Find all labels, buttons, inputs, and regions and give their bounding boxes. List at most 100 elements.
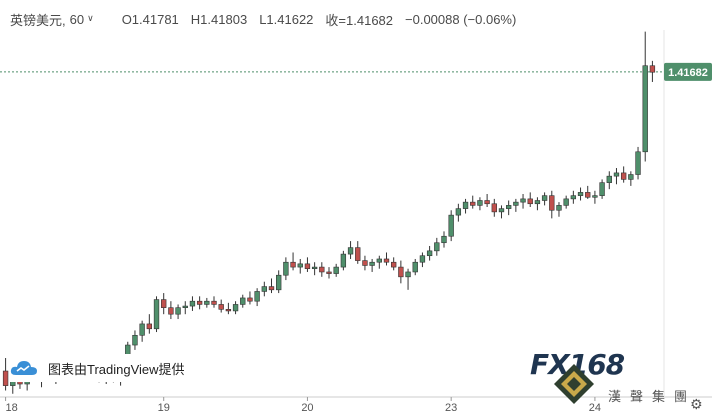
- watermark-diamond-icon: [554, 364, 594, 404]
- last-price-tag-label: 1.41682: [668, 67, 708, 79]
- candle-body[interactable]: [412, 261, 418, 273]
- high-value: H1.41803: [190, 11, 248, 27]
- open-value: O1.41781: [121, 11, 179, 27]
- attribution-text: 图表由TradingView提供: [48, 361, 185, 377]
- candle-body[interactable]: [2, 370, 9, 386]
- x-tick-label: 19: [158, 402, 170, 413]
- candle-body[interactable]: [139, 323, 145, 336]
- candle-body[interactable]: [333, 266, 339, 274]
- candle-body[interactable]: [635, 151, 641, 175]
- candle-body[interactable]: [426, 250, 433, 257]
- candle-body[interactable]: [441, 235, 447, 244]
- candle-body[interactable]: [276, 274, 282, 291]
- candle-body[interactable]: [362, 260, 368, 266]
- candle-body[interactable]: [599, 182, 605, 196]
- candle-body[interactable]: [549, 195, 555, 211]
- candle-body[interactable]: [585, 192, 591, 198]
- candle-body[interactable]: [383, 258, 390, 263]
- candle-body[interactable]: [613, 172, 620, 177]
- last-price-tag: 1.41682: [664, 62, 712, 81]
- candle-body[interactable]: [455, 208, 462, 216]
- candle-body[interactable]: [211, 300, 217, 305]
- candle-body[interactable]: [642, 65, 648, 153]
- candle-body[interactable]: [182, 305, 188, 308]
- candle-body[interactable]: [577, 192, 584, 196]
- last-price-tag-bg: [664, 62, 712, 81]
- candle-body[interactable]: [355, 247, 361, 261]
- candle-body[interactable]: [620, 172, 627, 180]
- change-value: −0.00088 (−0.06%): [405, 11, 517, 27]
- candle-body[interactable]: [398, 266, 404, 278]
- candle-body[interactable]: [290, 261, 296, 268]
- watermark-chinese: 漢聲集團: [608, 390, 697, 405]
- candle-body[interactable]: [448, 214, 454, 237]
- cloud-icon: [10, 361, 37, 375]
- candle-body[interactable]: [563, 198, 569, 206]
- chevron-down-icon: ∨: [87, 12, 94, 23]
- candle-body[interactable]: [376, 258, 382, 263]
- candle-body[interactable]: [232, 304, 239, 312]
- candle-body[interactable]: [541, 195, 548, 201]
- chart-legend: 英镑美元, 60 ∨ O1.41781 H1.41803 L1.41622 收=…: [10, 9, 516, 29]
- candle-body[interactable]: [168, 307, 174, 315]
- candle-body[interactable]: [304, 263, 311, 270]
- timeframe-selector[interactable]: 60 ∨: [70, 12, 94, 27]
- candle-body[interactable]: [419, 255, 426, 263]
- candle-body[interactable]: [311, 266, 318, 270]
- low-value: L1.41622: [259, 11, 314, 27]
- x-tick-label: 18: [5, 402, 17, 413]
- candle-body[interactable]: [297, 263, 303, 268]
- close-value: 收=1.41682: [325, 12, 394, 28]
- candle-body[interactable]: [505, 205, 512, 209]
- candle-body[interactable]: [196, 300, 203, 305]
- candle-body[interactable]: [592, 195, 598, 198]
- candle-body[interactable]: [153, 299, 160, 330]
- symbol-name[interactable]: 英镑美元,: [10, 12, 66, 28]
- candle-body[interactable]: [247, 297, 253, 302]
- candle-body[interactable]: [470, 201, 476, 206]
- x-tick-label: 24: [589, 402, 601, 413]
- candle-body[interactable]: [434, 242, 440, 252]
- candle-body[interactable]: [254, 291, 260, 302]
- candle-body[interactable]: [391, 261, 397, 268]
- candle-body[interactable]: [491, 203, 497, 213]
- candle-body[interactable]: [283, 261, 289, 276]
- candle-body[interactable]: [520, 198, 526, 203]
- candle-body[interactable]: [218, 304, 224, 310]
- candle-body[interactable]: [513, 201, 519, 206]
- candle-body[interactable]: [268, 286, 275, 291]
- candle-body[interactable]: [132, 334, 138, 346]
- candle-body[interactable]: [225, 309, 232, 312]
- candle-body[interactable]: [498, 208, 505, 213]
- candle-body[interactable]: [189, 300, 196, 307]
- candle-body[interactable]: [405, 271, 411, 278]
- candle-body[interactable]: [527, 198, 533, 205]
- candle-body[interactable]: [261, 286, 267, 292]
- candle-body[interactable]: [347, 247, 354, 255]
- candle-body[interactable]: [570, 195, 577, 200]
- candle-body[interactable]: [556, 205, 562, 211]
- candle-body[interactable]: [240, 297, 246, 305]
- candle-body[interactable]: [649, 65, 656, 73]
- candle-body[interactable]: [606, 175, 612, 183]
- x-tick-label: 20: [301, 402, 313, 413]
- candle-body[interactable]: [319, 266, 325, 273]
- tradingview-attribution[interactable]: 图表由TradingView提供: [10, 354, 191, 382]
- x-axis-ticks: 18 19 20 23 24: [5, 397, 601, 413]
- watermark-logo: FX168 漢聲集團: [528, 348, 712, 413]
- candle-body[interactable]: [628, 174, 634, 180]
- candle-body[interactable]: [204, 300, 210, 305]
- candle-body[interactable]: [369, 261, 375, 266]
- candle-body[interactable]: [340, 253, 347, 268]
- gear-icon[interactable]: ⚙: [690, 396, 703, 412]
- candle-body[interactable]: [175, 307, 181, 315]
- timeframe-label: 60: [69, 11, 85, 27]
- candle-body[interactable]: [462, 201, 469, 209]
- candle-body[interactable]: [146, 323, 153, 330]
- candle-body[interactable]: [161, 299, 167, 308]
- candle-body[interactable]: [534, 200, 541, 205]
- candle-body[interactable]: [477, 200, 483, 206]
- candle-body[interactable]: [484, 200, 490, 205]
- candle-body[interactable]: [326, 271, 332, 274]
